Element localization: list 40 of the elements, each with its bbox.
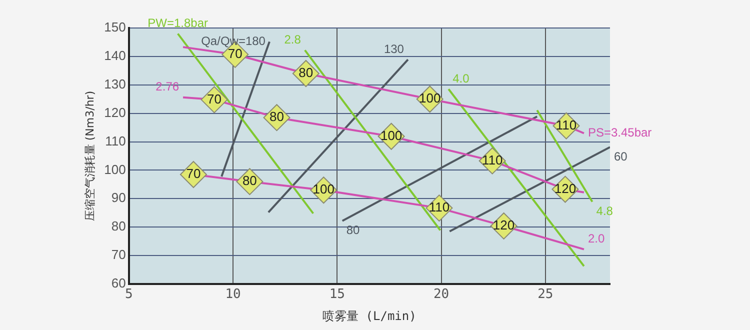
series-label: 80 [346,223,360,238]
y-axis-title: 压缩空气消耗量 (Nm3/hr) [83,90,96,222]
annotation: 80 [242,173,257,188]
series-label: 60 [614,149,628,164]
annotation: 80 [298,65,314,80]
annotation: 110 [428,200,450,215]
annotation: 110 [482,152,503,168]
annotation: 100 [418,90,441,106]
y-tick-label: 130 [104,76,126,92]
annotation: 70 [186,166,201,182]
y-tick-label: 80 [111,218,126,234]
y-tick-label: 110 [105,133,126,148]
y-tick-label: 70 [111,247,126,262]
x-tick-label: 25 [538,287,554,302]
annotation: 70 [228,46,242,62]
series-label: 4.8 [596,204,614,218]
annotation: 100 [312,182,334,197]
series-label: 2.0 [588,232,605,246]
series-label: 2.8 [284,32,302,46]
annotation: 120 [554,180,576,196]
y-tick-label: 90 [111,190,126,206]
series-label: 4.0 [452,71,470,86]
series-label: 130 [384,42,404,56]
annotation: 70 [207,91,222,106]
y-tick-label: 140 [104,48,126,64]
y-tick-label: 150 [104,20,126,35]
y-tick-label: 120 [104,104,126,120]
x-tick-label: 5 [124,287,133,302]
annotation: 80 [270,109,284,124]
series-label: PS=3.45bar [588,126,652,140]
series-label: PW=1.8bar [148,16,208,30]
annotation: 100 [380,128,402,143]
x-tick-label: 10 [225,287,241,302]
x-axis-title: 喷雾量 (L/min) [322,308,416,323]
y-tick-label: 100 [104,162,126,177]
annotation: 110 [556,117,577,132]
y-tick-label: 60 [111,276,126,291]
annotation: 120 [492,218,515,233]
x-tick-label: 15 [329,287,345,302]
x-tick-label: 20 [433,287,450,302]
